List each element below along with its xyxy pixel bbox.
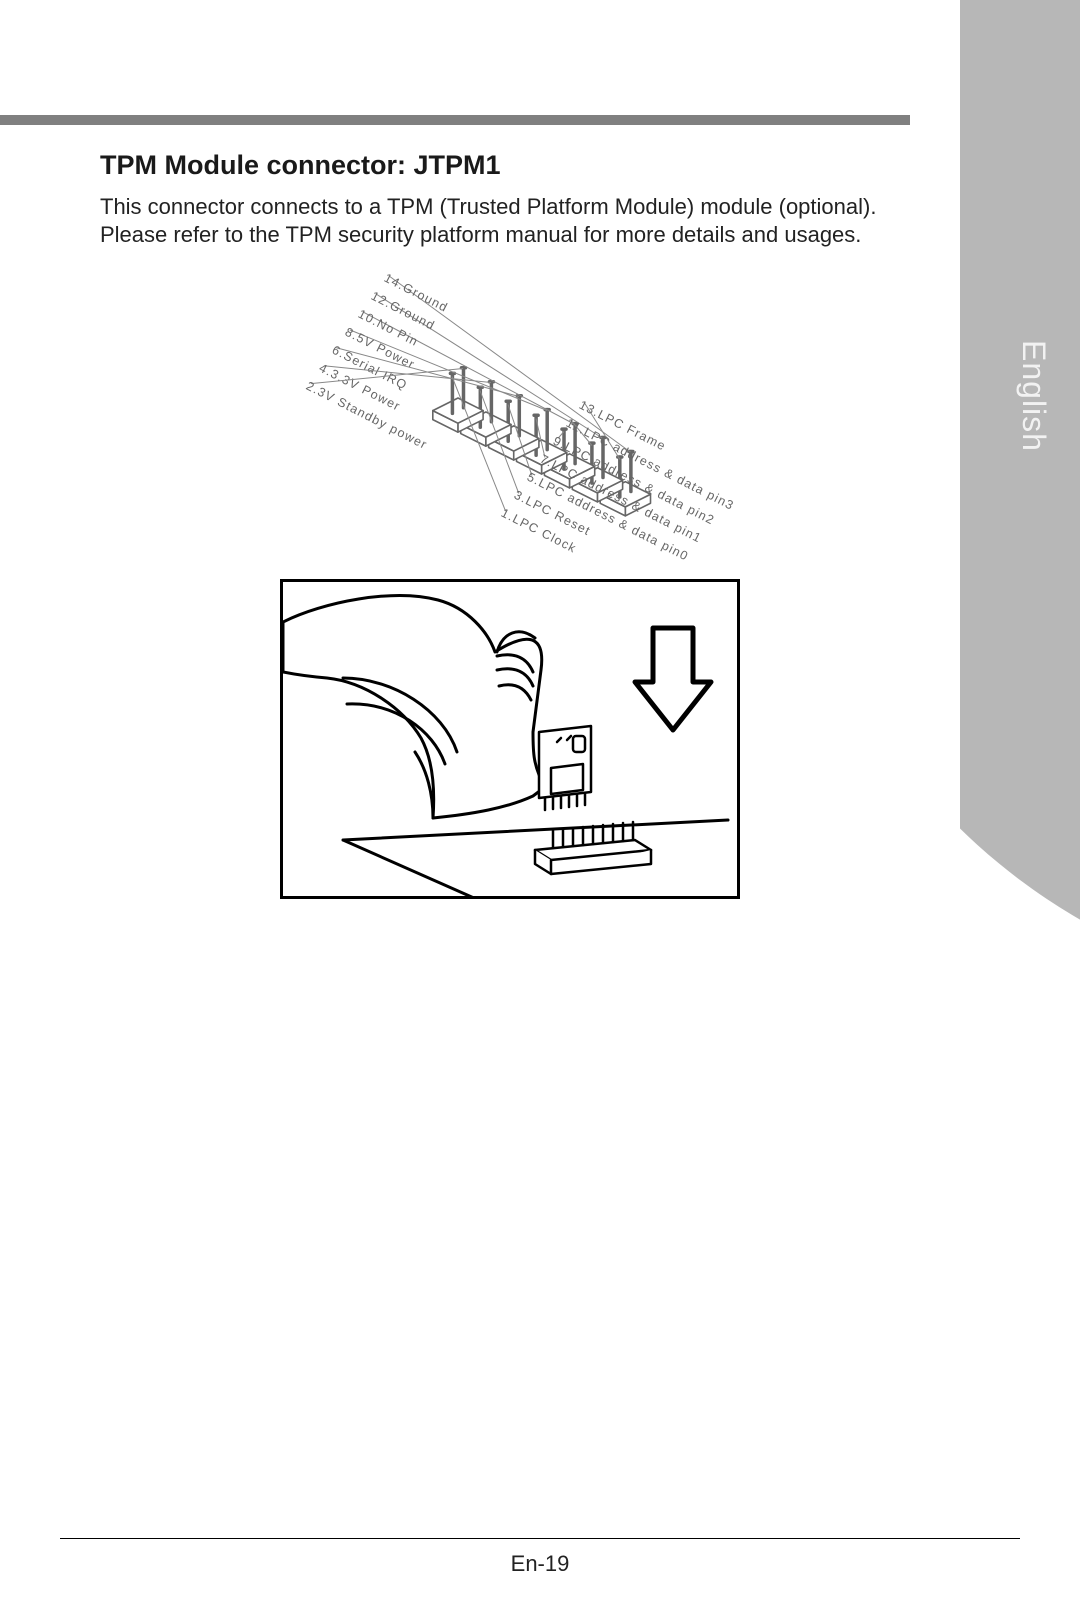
main-content: TPM Module connector: JTPM1 This connect… (100, 150, 920, 899)
footer-rule (60, 1538, 1020, 1539)
section-paragraph: This connector connects to a TPM (Truste… (100, 193, 920, 249)
section-heading: TPM Module connector: JTPM1 (100, 150, 920, 181)
side-language-tab: English (960, 0, 1080, 1619)
install-illustration-svg (283, 582, 737, 896)
down-arrow-icon (635, 628, 711, 730)
top-rule (0, 115, 910, 125)
connector-pinout-diagram: 14.Ground12.Ground10.No Pin8.5V Power6.S… (190, 267, 830, 557)
side-tab-curve (960, 0, 1080, 1000)
install-illustration (280, 579, 740, 899)
side-tab-label: English (1015, 340, 1052, 452)
page-number: En-19 (0, 1551, 1080, 1577)
